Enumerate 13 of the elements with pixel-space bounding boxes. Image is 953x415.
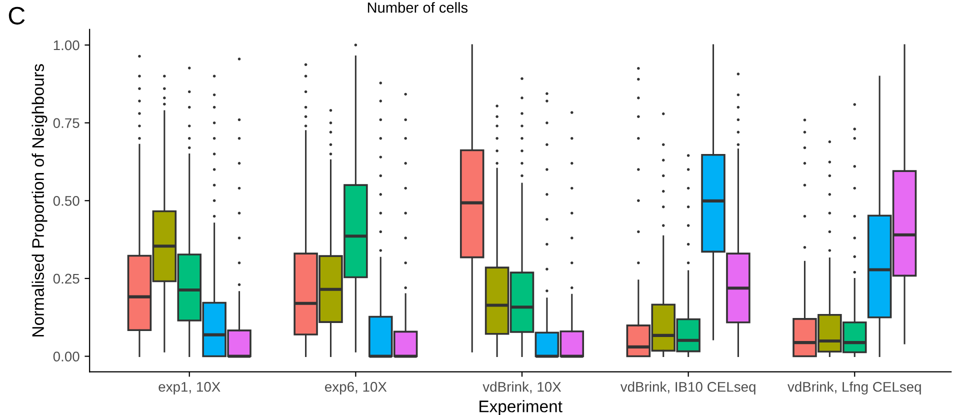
x-tick-label: vdBrink, Lfng CELseq [788, 382, 921, 395]
y-tick-label: 0.25 [53, 274, 80, 284]
y-tick-label: 0.00 [53, 352, 80, 362]
y-tick-label: 0.50 [53, 196, 80, 206]
legend-title: Number of cells [368, 2, 468, 13]
y-axis-title: Normalised Proportion of Neighbours [32, 64, 48, 336]
x-tick-label: exp6, 10X [325, 382, 387, 395]
y-tick-label: 0.75 [53, 118, 80, 128]
x-tick-label: exp1, 10X [158, 382, 220, 395]
x-tick-label: vdBrink, IB10 CELseq [620, 382, 756, 395]
y-tick-label: 1.00 [54, 40, 80, 50]
text: C [8, 6, 25, 25]
x-tick-label: vdBrink, 10X [482, 382, 562, 394]
